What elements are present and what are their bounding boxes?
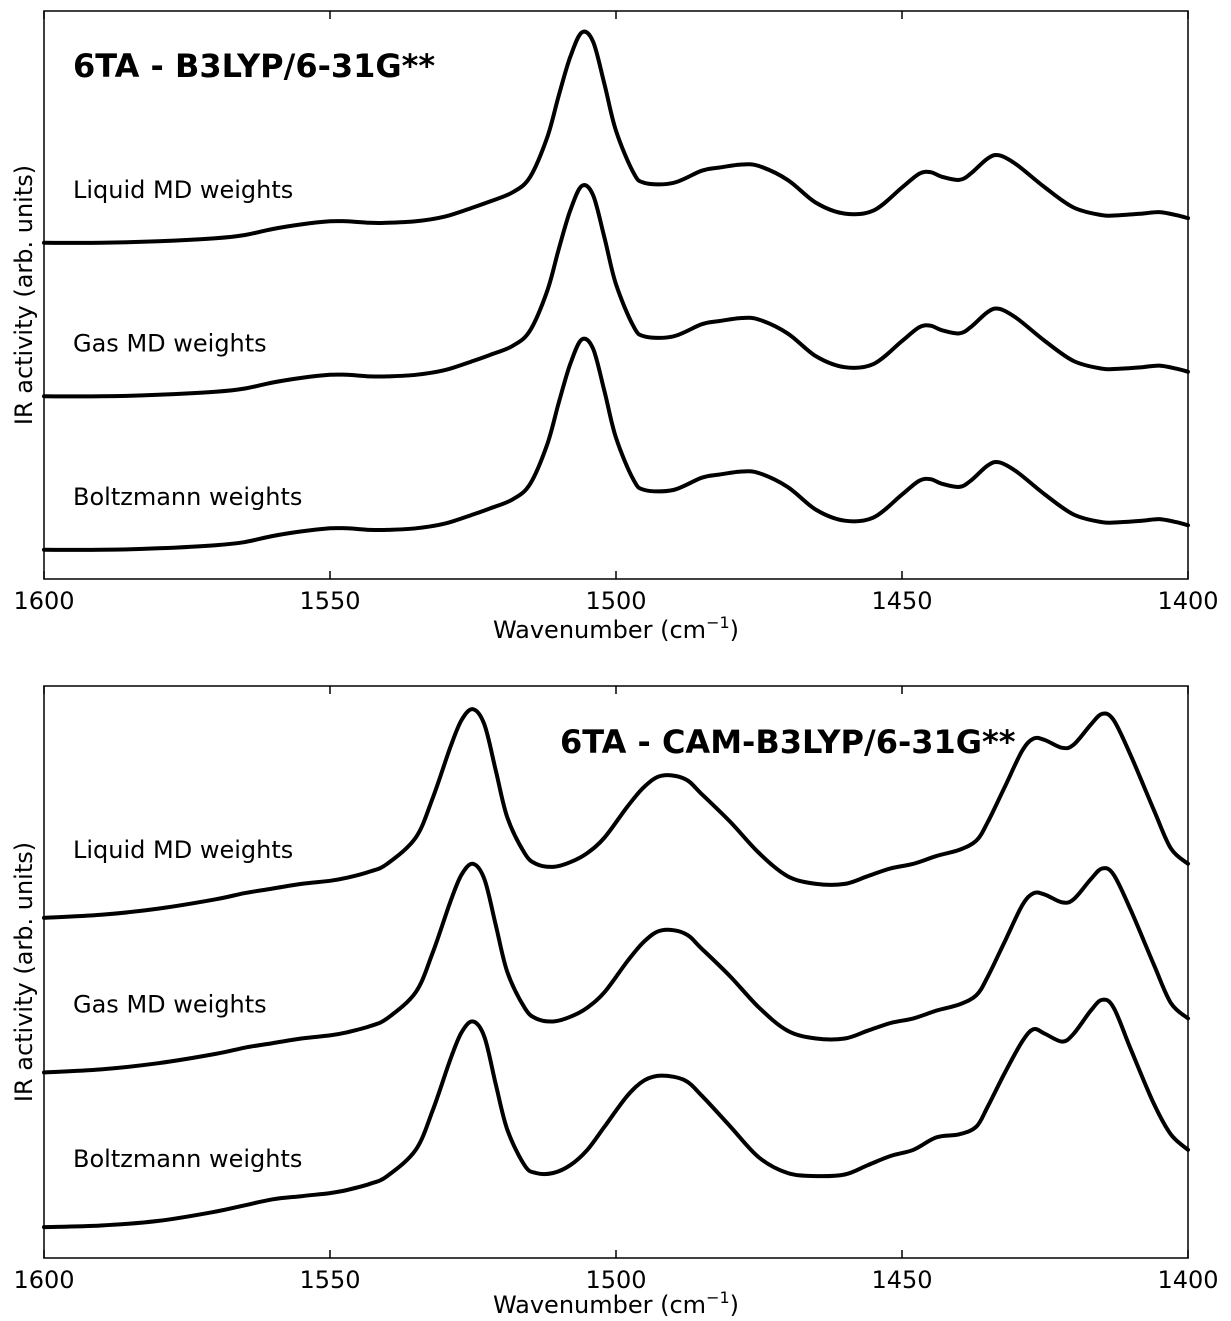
chart-panel-cam-b3lyp: 6TA - CAM-B3LYP/6-31G** 1600 1550 1500 1450… — [10, 685, 1219, 1319]
x-tick-label: 1550 — [299, 587, 360, 615]
y-axis-label: IR activity (arb. units) — [10, 842, 38, 1102]
series-line-gas-md-weights — [42, 861, 1190, 1075]
series-label: Boltzmann weights — [73, 1145, 302, 1173]
series-group: Liquid MD weights Gas MD weights Boltzmann… — [42, 707, 1190, 1230]
series-line-liquid-md-weights — [42, 29, 1190, 245]
series-line-boltzmann-weights — [42, 336, 1190, 552]
x-axis-label: Wavenumber (cm−1) — [493, 613, 739, 644]
x-tick-label: 1600 — [13, 587, 74, 615]
series-label: Gas MD weights — [73, 990, 267, 1018]
x-tick-label: 1450 — [871, 1266, 932, 1294]
series-line-liquid-md-weights — [42, 707, 1190, 920]
series-label: Liquid MD weights — [73, 176, 293, 204]
x-tick-label: 1400 — [1157, 1266, 1218, 1294]
x-ticks: 1600 1550 1500 1450 1400 — [13, 686, 1219, 1294]
x-tick-label: 1500 — [585, 587, 646, 615]
chart-title: 6TA - CAM-B3LYP/6-31G** — [560, 723, 1016, 761]
x-tick-label: 1600 — [13, 1266, 74, 1294]
x-ticks: 1600 1550 1500 1450 1400 — [13, 11, 1219, 615]
chart-title: 6TA - B3LYP/6-31G** — [73, 47, 435, 85]
x-tick-label: 1550 — [299, 1266, 360, 1294]
x-tick-label: 1400 — [1157, 587, 1218, 615]
series-label: Liquid MD weights — [73, 836, 293, 864]
series-label: Boltzmann weights — [73, 483, 302, 511]
y-axis-label: IR activity (arb. units) — [10, 165, 38, 425]
x-tick-label: 1500 — [585, 1266, 646, 1294]
x-axis-label: Wavenumber (cm−1) — [493, 1288, 739, 1319]
chart-panel-b3lyp: 6TA - B3LYP/6-31G** 1600 1550 1500 1450 1400… — [10, 10, 1219, 644]
series-group: Liquid MD weights Gas MD weights Boltzmann… — [42, 29, 1190, 552]
series-label: Gas MD weights — [73, 329, 267, 357]
series-line-boltzmann-weights — [42, 997, 1190, 1230]
x-tick-label: 1450 — [871, 587, 932, 615]
series-line-gas-md-weights — [42, 183, 1190, 399]
